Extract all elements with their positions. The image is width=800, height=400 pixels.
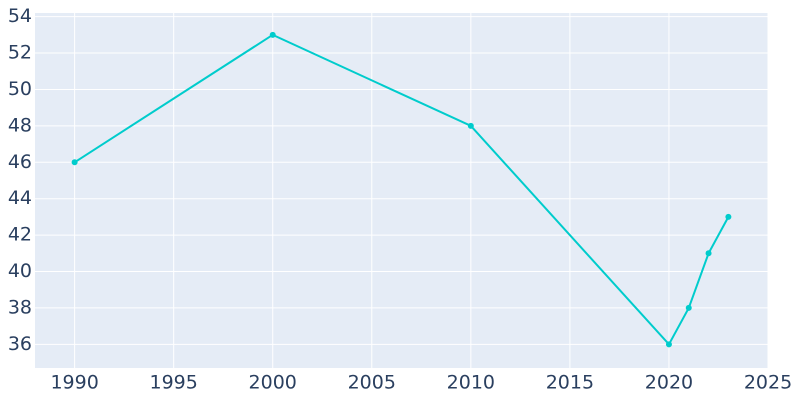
x-tick-label: 2025	[744, 372, 792, 394]
y-tick-label: 38	[8, 296, 32, 318]
x-tick-label: 1990	[50, 372, 98, 394]
x-tick-label: 2010	[447, 372, 495, 394]
y-tick-label: 48	[8, 114, 32, 136]
y-tick-label: 54	[8, 5, 32, 27]
y-tick-label: 40	[8, 260, 32, 282]
y-tick-label: 50	[8, 78, 32, 100]
point	[467, 122, 474, 129]
x-tick-label: 2015	[546, 372, 594, 394]
y-tick-label: 44	[8, 187, 32, 209]
point	[269, 31, 276, 38]
x-tick-label: 2005	[348, 372, 396, 394]
x-tick-label: 1995	[149, 372, 197, 394]
y-tick-label: 46	[8, 151, 32, 173]
point	[71, 159, 78, 166]
x-tick-label: 2020	[645, 372, 693, 394]
y-tick-label: 52	[8, 42, 32, 64]
point	[665, 341, 672, 348]
x-tick-label: 2000	[249, 372, 297, 394]
point	[705, 250, 712, 257]
y-tick-label: 42	[8, 224, 32, 246]
point	[685, 304, 692, 311]
point	[725, 213, 732, 220]
plot-area	[35, 13, 768, 368]
y-tick-label: 36	[8, 333, 32, 355]
